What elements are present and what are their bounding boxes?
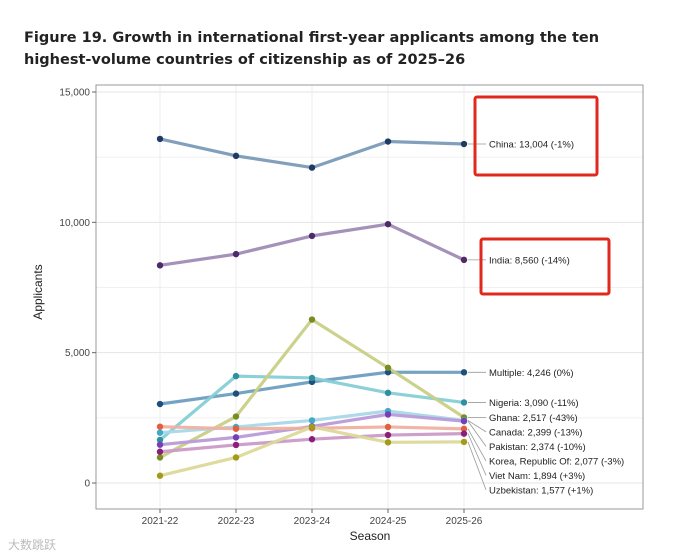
data-point-korea-republic-of [460,425,468,433]
end-label-china: China: 13,004 (-1%) [489,140,574,151]
data-point-viet-nam [156,448,164,455]
y-tick-label: 0 [84,479,90,490]
data-point-india [384,220,392,228]
data-point-multiple [156,400,164,408]
data-point-viet-nam [384,431,392,439]
end-label-uzbekistan: Uzbekistan: 1,577 (+1%) [489,485,593,496]
data-point-uzbekistan [460,438,468,446]
data-point-uzbekistan [156,472,164,479]
data-point-nigeria [156,436,164,444]
series [156,135,468,479]
y-tick-label: 10,000 [59,218,90,229]
y-tick-label: 15,000 [59,88,90,99]
leader-line-canada [467,420,487,433]
highlight-box-india [479,237,611,296]
x-tick-label: 2023-24 [294,516,331,527]
x-tick-label: 2025-26 [446,516,483,527]
y-tick-label: 5,000 [65,348,90,359]
data-point-pakistan [460,417,468,425]
data-point-viet-nam [232,441,240,449]
end-label-india: India: 8,560 (-14%) [489,255,570,266]
data-point-multiple [232,390,240,397]
data-point-china [384,138,392,145]
end-label-nigeria: Nigeria: 3,090 (-11%) [489,398,579,409]
data-point-multiple [384,369,392,376]
data-point-korea-republic-of [156,423,164,430]
leader-line-pakistan [467,420,487,447]
data-point-korea-republic-of [384,423,392,431]
watermark: 大数跳跃 [8,538,57,552]
x-tick-label: 2024-25 [370,516,407,527]
data-point-china [156,135,164,143]
data-point-pakistan [232,434,240,441]
figure-title: Figure 19. Growth in international first… [24,27,624,71]
data-point-china [308,164,316,171]
end-label-canada: Canada: 2,399 (-13%) [489,427,582,438]
x-tick-label: 2021-22 [142,516,179,527]
figure-title-line1: Figure 19. Growth in international first… [24,30,600,46]
data-point-ghana [156,454,164,461]
highlight-box-china [473,95,599,177]
end-label-viet-nam: Viet Nam: 1,894 (+3%) [489,471,585,482]
data-point-india [460,256,468,264]
data-point-nigeria [308,374,316,382]
data-point-korea-republic-of [232,425,240,432]
data-point-canada [308,417,316,424]
data-point-canada [156,429,164,436]
leader-line-uzbekistan [467,441,487,491]
data-point-pakistan [156,441,164,448]
data-point-china [460,140,468,148]
x-tick-label: 2022-23 [218,516,255,527]
data-point-china [232,152,240,160]
data-point-viet-nam [308,436,316,443]
data-point-india [308,232,316,240]
end-label-pakistan: Pakistan: 2,374 (-10%) [489,442,586,453]
figure-title-line2: highest-volume countries of citizenship … [24,52,466,68]
leader-line-viet-nam [467,433,487,476]
data-point-ghana [308,316,316,323]
data-point-nigeria [460,399,468,406]
end-labels: China: 13,004 (-1%) India: 8,560 (-14%) Mu… [467,140,624,496]
leader-line-korea-republic-of [467,428,487,462]
end-label-korea-republic-of: Korea, Republic Of: 2,077 (-3%) [489,456,624,467]
end-label-multiple: Multiple: 4,246 (0%) [489,368,573,379]
y-axis-title: Applicants [31,264,45,319]
x-axis-title: Season [350,529,391,543]
data-point-india [232,250,240,258]
data-point-uzbekistan [232,454,240,461]
data-point-pakistan [384,411,392,418]
end-label-ghana: Ghana: 2,517 (-43%) [489,413,578,424]
plot-panel [95,84,644,510]
data-point-nigeria [232,372,240,380]
data-point-india [156,262,164,269]
data-point-uzbekistan [384,439,392,446]
data-point-multiple [460,369,468,376]
data-point-ghana [232,413,240,420]
axes: 0 5,000 10,000 15,000 2021-22 2022-23 2023-24 2… [59,88,482,528]
data-point-viet-nam [460,430,468,437]
data-point-ghana [384,364,392,371]
data-point-nigeria [384,389,392,397]
data-point-uzbekistan [308,423,316,431]
highlight-boxes [473,95,611,296]
